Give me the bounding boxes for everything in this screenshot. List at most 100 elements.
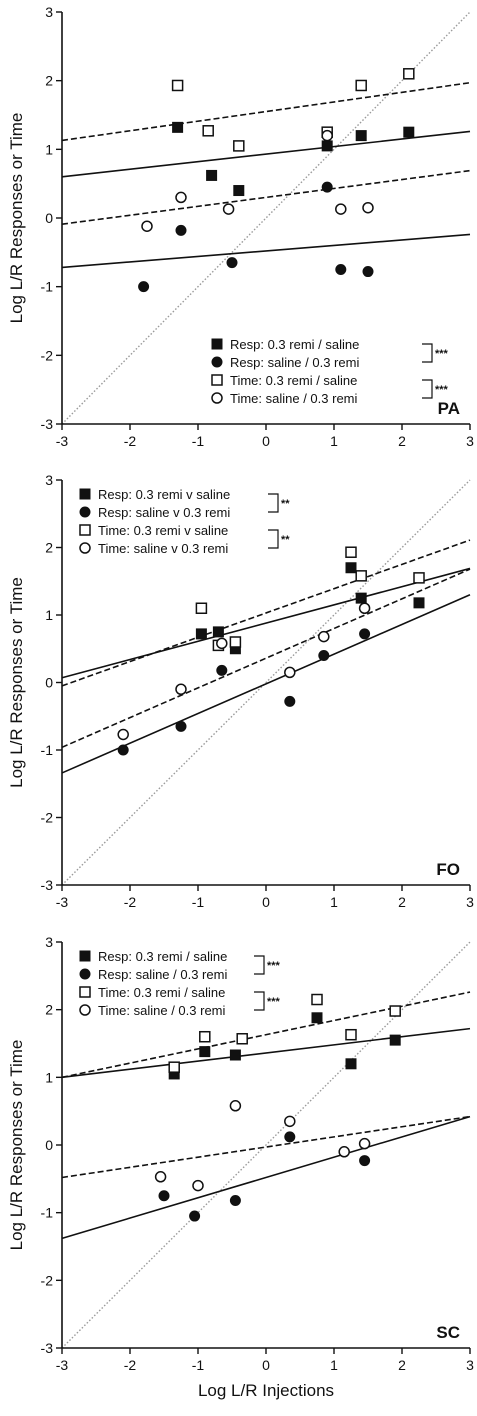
- significance-stars: **: [281, 534, 290, 546]
- y-tick-label: -1: [41, 279, 54, 295]
- data-point: [358, 602, 371, 614]
- data-point: [199, 1046, 211, 1058]
- x-tick-label: 0: [262, 894, 270, 910]
- data-point: [229, 1100, 242, 1112]
- legend-marker: [79, 524, 91, 536]
- significance-stars: **: [281, 498, 290, 510]
- y-tick-label: 3: [45, 472, 53, 488]
- data-point: [359, 1155, 371, 1167]
- y-tick-label: -3: [41, 877, 54, 893]
- panel-label: FO: [436, 860, 460, 879]
- legend-label: Time: saline / 0.3 remi: [230, 391, 358, 406]
- data-point: [236, 1033, 248, 1045]
- data-point: [355, 79, 367, 92]
- significance-bracket: [254, 991, 265, 1011]
- fit-line-1: [61, 567, 471, 679]
- legend-marker: [211, 374, 223, 386]
- y-tick-label: -1: [41, 742, 54, 758]
- x-tick-label: 3: [466, 894, 474, 910]
- data-point: [345, 1028, 357, 1041]
- data-point: [206, 169, 218, 181]
- data-point: [311, 993, 323, 1006]
- data-point: [168, 1061, 180, 1073]
- data-point: [229, 1194, 241, 1206]
- data-point: [335, 264, 347, 275]
- y-tick-label: 2: [45, 73, 53, 89]
- data-point: [216, 664, 228, 676]
- y-tick-label: 3: [45, 934, 53, 950]
- y-tick-label: 2: [45, 540, 53, 556]
- fit-line-3: [61, 539, 471, 687]
- data-point: [345, 1058, 357, 1070]
- x-tick-label: 0: [262, 1357, 270, 1373]
- data-point: [216, 637, 228, 650]
- data-point: [318, 650, 330, 661]
- y-tick-label: 1: [45, 607, 53, 623]
- identity-line: [61, 941, 471, 1349]
- fit-line-2: [61, 1115, 471, 1240]
- fit-line-2: [61, 233, 471, 269]
- data-point: [358, 1137, 371, 1150]
- significance-stars: ***: [435, 384, 449, 396]
- legend-marker: [79, 950, 91, 962]
- x-tick-label: -3: [56, 433, 69, 449]
- data-point: [175, 191, 187, 204]
- x-tick-label: -1: [192, 894, 205, 910]
- data-point: [318, 630, 330, 643]
- data-point: [355, 592, 367, 604]
- data-point: [138, 281, 150, 293]
- panel-label: PA: [438, 399, 460, 418]
- data-point: [117, 744, 129, 756]
- y-tick-label: 1: [45, 1069, 53, 1085]
- legend-label: Resp: saline / 0.3 remi: [230, 355, 359, 370]
- legend-label: Resp: 0.3 remi v saline: [98, 487, 230, 502]
- data-point: [345, 546, 357, 558]
- legend: Resp: 0.3 remi v saline Resp: saline v 0.…: [79, 487, 290, 556]
- fit-line-3: [61, 81, 471, 142]
- significance-bracket: [268, 529, 279, 549]
- legend-label: Resp: saline / 0.3 remi: [98, 967, 227, 982]
- data-point: [222, 203, 235, 215]
- fit-line-2: [61, 594, 471, 774]
- identity-line: [61, 11, 471, 425]
- panel-label: SC: [436, 1323, 460, 1342]
- data-point: [321, 140, 333, 152]
- panel-fo: -3 -2 -1 0 1 2 3 -3 -2 -1 0 1 2 3 Log L/R Responses or…: [7, 472, 474, 910]
- data-point: [321, 181, 333, 193]
- data-point: [321, 129, 333, 142]
- data-point: [175, 224, 187, 236]
- legend-marker: [79, 968, 91, 980]
- significance-stars: ***: [435, 348, 449, 360]
- legend: Resp: 0.3 remi / saline Resp: saline / 0.…: [79, 949, 281, 1018]
- data-point: [355, 130, 367, 142]
- data-point: [359, 628, 371, 640]
- x-tick-label: -1: [192, 1357, 205, 1373]
- significance-bracket: [254, 955, 265, 975]
- data-point: [345, 562, 357, 574]
- x-tick-label: 2: [398, 433, 406, 449]
- data-point: [154, 1171, 167, 1183]
- data-point: [362, 266, 374, 278]
- fit-line-4: [61, 568, 471, 749]
- y-tick-label: 3: [45, 4, 53, 20]
- legend-label: Time: saline / 0.3 remi: [98, 1003, 226, 1018]
- x-tick-label: 1: [330, 894, 338, 910]
- y-tick-label: 0: [45, 675, 53, 691]
- y-tick-label: 1: [45, 141, 53, 157]
- legend-marker: [79, 542, 91, 554]
- data-point: [141, 220, 153, 232]
- data-point: [389, 1005, 401, 1017]
- data-point: [172, 121, 184, 133]
- y-tick-label: -2: [41, 1272, 54, 1288]
- data-point: [413, 597, 425, 609]
- data-point: [175, 683, 187, 695]
- significance-bracket: [268, 493, 279, 513]
- legend-marker: [79, 506, 91, 518]
- x-tick-label: 3: [466, 433, 474, 449]
- data-point: [189, 1210, 201, 1222]
- y-tick-label: -3: [41, 1340, 54, 1356]
- data-point: [212, 626, 224, 638]
- data-point: [403, 126, 415, 138]
- significance-stars: ***: [267, 996, 281, 1008]
- significance-bracket: [422, 343, 433, 363]
